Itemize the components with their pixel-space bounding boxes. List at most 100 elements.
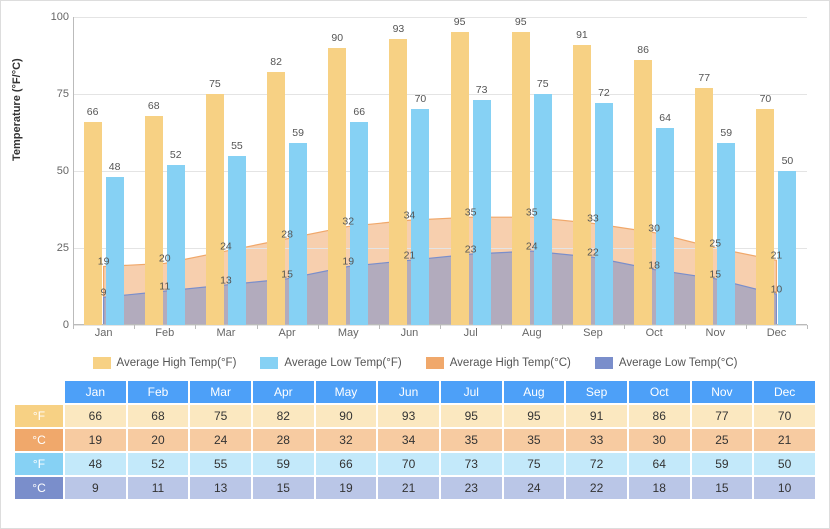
plot-area: 0255075100664819968522011755524138259281…: [73, 17, 807, 325]
table-cell: 24: [504, 477, 565, 499]
table-cell: 64: [629, 453, 690, 475]
bar-value-label: 52: [162, 149, 190, 161]
legend-label: Average Low Temp(°C): [619, 357, 738, 369]
table-row: °F666875829093959591867770: [15, 405, 815, 427]
bar-high-f: 82: [267, 72, 285, 325]
bar-low-f: 48: [106, 177, 124, 325]
table-row-header: °F: [15, 405, 63, 427]
x-tick-label: Jan: [73, 327, 134, 345]
table-cell: 19: [316, 477, 377, 499]
month-slot: 8664: [624, 17, 685, 325]
table-row-header: °C: [15, 429, 63, 451]
table-col-header: Aug: [504, 381, 565, 403]
table-cell: 18: [629, 477, 690, 499]
bar-value-label: 50: [773, 155, 801, 167]
bar-value-label: 55: [223, 140, 251, 152]
x-tick-label: Feb: [134, 327, 195, 345]
month-slot: 6852: [134, 17, 195, 325]
table-corner: [15, 381, 63, 403]
table-cell: 59: [692, 453, 753, 475]
table-cell: 48: [65, 453, 126, 475]
temperature-table: JanFebMarAprMayJunJulAugSepOctNovDec°F66…: [13, 379, 817, 501]
area-value-label: 15: [281, 268, 293, 280]
table-cell: 77: [692, 405, 753, 427]
table-cell: 15: [253, 477, 314, 499]
table-cell: 66: [65, 405, 126, 427]
table-cell: 35: [441, 429, 502, 451]
x-tick-label: Jun: [379, 327, 440, 345]
month-slot: 93 70: [379, 17, 440, 325]
area-value-label: 10: [771, 284, 783, 296]
table-col-header: Jan: [65, 381, 126, 403]
table-cell: 95: [504, 405, 565, 427]
area-value-label: 25: [709, 237, 721, 249]
table-cell: 32: [316, 429, 377, 451]
bar-value-label: 90: [323, 32, 351, 44]
area-value-label: 23: [465, 244, 477, 256]
bar-value-label: 59: [712, 127, 740, 139]
table-cell: 59: [253, 453, 314, 475]
bar-value-label: 72: [590, 87, 618, 99]
bar-value-label: 82: [262, 56, 290, 68]
bar-value-label: 75: [529, 78, 557, 90]
table-cell: 33: [566, 429, 627, 451]
y-tick-label: 75: [43, 88, 69, 100]
table-cell: 34: [378, 429, 439, 451]
y-tick-label: 50: [43, 165, 69, 177]
month-slot: 95 75: [501, 17, 562, 325]
bar-high-f: 90: [328, 48, 346, 325]
table-col-header: Mar: [190, 381, 251, 403]
bar-value-label: 70: [751, 93, 779, 105]
month-slot: 6648: [73, 17, 134, 325]
bar-value-label: 66: [345, 106, 373, 118]
table-row-header: °F: [15, 453, 63, 475]
bar-low-f: 50: [778, 171, 796, 325]
table-cell: 70: [754, 405, 815, 427]
x-tick-label: Sep: [562, 327, 623, 345]
table-col-header: Dec: [754, 381, 815, 403]
table-cell: 72: [566, 453, 627, 475]
table-cell: 23: [441, 477, 502, 499]
legend-item: Average Low Temp(°C): [595, 357, 738, 369]
legend-label: Average Low Temp(°F): [284, 357, 401, 369]
table-cell: 93: [378, 405, 439, 427]
area-value-label: 21: [404, 250, 416, 262]
y-axis-label: Temperature (°F/°C): [11, 58, 23, 161]
table-cell: 55: [190, 453, 251, 475]
bar-value-label: 93: [384, 23, 412, 35]
table-cell: 35: [504, 429, 565, 451]
table-col-header: Sep: [566, 381, 627, 403]
bar-value-label: 73: [468, 84, 496, 96]
area-value-label: 21: [771, 250, 783, 262]
table-cell: 25: [692, 429, 753, 451]
table-cell: 19: [65, 429, 126, 451]
x-tick-label: Aug: [501, 327, 562, 345]
area-value-label: 35: [465, 207, 477, 219]
area-value-label: 20: [159, 253, 171, 265]
table-col-header: Apr: [253, 381, 314, 403]
bar-value-label: 70: [406, 93, 434, 105]
y-tick-label: 0: [43, 319, 69, 331]
legend-swatch: [260, 357, 278, 369]
table-header-row: JanFebMarAprMayJunJulAugSepOctNovDec: [15, 381, 815, 403]
table-cell: 90: [316, 405, 377, 427]
area-value-label: 18: [648, 259, 660, 271]
month-slot: 9066: [318, 17, 379, 325]
table-cell: 21: [754, 429, 815, 451]
area-value-label: 13: [220, 274, 232, 286]
table-cell: 21: [378, 477, 439, 499]
area-value-label: 30: [648, 222, 660, 234]
table-cell: 50: [754, 453, 815, 475]
table-cell: 9: [65, 477, 126, 499]
bar-value-label: 95: [507, 16, 535, 28]
x-tick-label: Jul: [440, 327, 501, 345]
bar-high-f: 95: [451, 32, 469, 325]
area-value-label: 33: [587, 213, 599, 225]
table-cell: 24: [190, 429, 251, 451]
table-cell: 95: [441, 405, 502, 427]
area-value-label: 24: [526, 240, 538, 252]
chart-legend: Average High Temp(°F)Average Low Temp(°F…: [13, 357, 817, 369]
table-cell: 82: [253, 405, 314, 427]
bar-value-label: 59: [284, 127, 312, 139]
bar-high-f: 91: [573, 45, 591, 325]
